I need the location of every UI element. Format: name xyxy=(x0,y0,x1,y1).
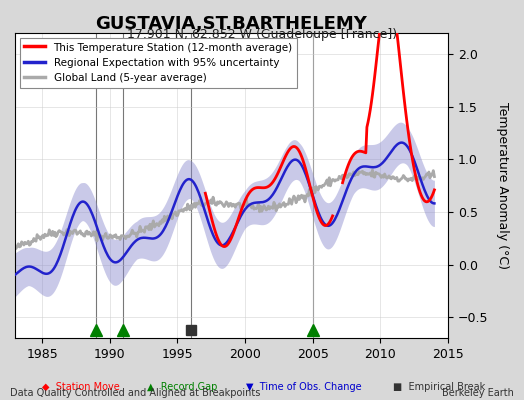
Line: Regional Expectation with 95% uncertainty: Regional Expectation with 95% uncertaint… xyxy=(15,142,434,275)
Y-axis label: Temperature Anomaly (°C): Temperature Anomaly (°C) xyxy=(496,102,509,269)
Regional Expectation with 95% uncertainty xyxy=(87,207,93,212)
Text: ■  Empirical Break: ■ Empirical Break xyxy=(393,382,485,392)
Regional Expectation with 95% uncertainty xyxy=(431,201,438,206)
Global Land (5-year average) xyxy=(262,205,268,210)
Global Land (5-year average) xyxy=(88,234,94,238)
Text: ◆  Station Move: ◆ Station Move xyxy=(42,382,119,392)
Text: Data Quality Controlled and Aligned at Breakpoints: Data Quality Controlled and Aligned at B… xyxy=(10,388,261,398)
This Temperature Station (12-month average) xyxy=(341,176,347,181)
Line: Global Land (5-year average): Global Land (5-year average) xyxy=(15,170,434,248)
Title: GUSTAVIA,ST.BARTHELEMY: GUSTAVIA,ST.BARTHELEMY xyxy=(95,15,367,33)
Text: ▼  Time of Obs. Change: ▼ Time of Obs. Change xyxy=(246,382,362,392)
Global Land (5-year average) xyxy=(334,178,340,182)
This Temperature Station (12-month average) xyxy=(423,200,430,204)
This Temperature Station (12-month average) xyxy=(340,180,346,185)
Global Land (5-year average) xyxy=(431,174,438,179)
Legend: This Temperature Station (12-month average), Regional Expectation with 95% uncer: This Temperature Station (12-month avera… xyxy=(20,38,297,88)
This Temperature Station (12-month average) xyxy=(431,188,438,192)
This Temperature Station (12-month average) xyxy=(380,1,387,6)
Global Land (5-year average) xyxy=(12,245,18,250)
Regional Expectation with 95% uncertainty xyxy=(199,200,205,204)
Regional Expectation with 95% uncertainty xyxy=(261,200,267,204)
This Temperature Station (12-month average) xyxy=(345,163,351,168)
Global Land (5-year average) xyxy=(324,178,330,182)
Regional Expectation with 95% uncertainty xyxy=(12,272,18,277)
Global Land (5-year average) xyxy=(369,168,376,172)
Regional Expectation with 95% uncertainty xyxy=(323,223,329,228)
Regional Expectation with 95% uncertainty xyxy=(243,206,249,210)
Text: Berkeley Earth: Berkeley Earth xyxy=(442,388,514,398)
Regional Expectation with 95% uncertainty xyxy=(398,140,405,145)
This Temperature Station (12-month average) xyxy=(414,182,421,187)
Global Land (5-year average) xyxy=(244,203,250,208)
Text: 17.901 N, 62.852 W (Guadeloupe [France]): 17.901 N, 62.852 W (Guadeloupe [France]) xyxy=(127,28,397,41)
Text: ▲  Record Gap: ▲ Record Gap xyxy=(147,382,217,392)
Regional Expectation with 95% uncertainty xyxy=(333,215,339,220)
Global Land (5-year average) xyxy=(13,246,19,251)
This Temperature Station (12-month average) xyxy=(410,162,417,167)
Line: This Temperature Station (12-month average): This Temperature Station (12-month avera… xyxy=(343,0,434,202)
Global Land (5-year average) xyxy=(200,203,206,208)
